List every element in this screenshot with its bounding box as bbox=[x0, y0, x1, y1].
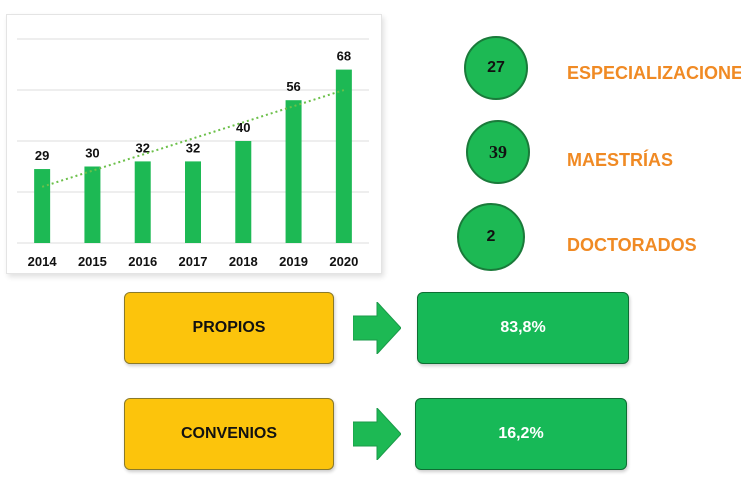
bar-2020 bbox=[335, 69, 352, 243]
bar-2015 bbox=[84, 166, 101, 243]
especializaciones-label: ESPECIALIZACIONE bbox=[567, 63, 741, 83]
especializaciones-count: 27 bbox=[487, 59, 505, 76]
data-label-2017: 32 bbox=[186, 140, 200, 155]
doctorados-count: 2 bbox=[486, 228, 496, 245]
data-label-2016: 32 bbox=[135, 140, 149, 155]
x-tick-2016: 2016 bbox=[128, 254, 157, 269]
data-label-2018: 40 bbox=[236, 120, 250, 135]
doctorados-label: DOCTORADOS bbox=[567, 235, 697, 255]
especializaciones-count-circle: 27 bbox=[464, 36, 528, 100]
convenios-value: 16,2% bbox=[498, 425, 544, 442]
x-tick-2015: 2015 bbox=[78, 254, 107, 269]
convenios-box: CONVENIOS bbox=[124, 398, 334, 470]
propios-arrow-icon bbox=[353, 302, 401, 354]
bar-2016 bbox=[134, 161, 151, 243]
bar-2018 bbox=[235, 141, 252, 243]
maestrias-label: MAESTRÍAS bbox=[567, 150, 674, 170]
maestrias-count: 39 bbox=[489, 141, 507, 162]
x-tick-2020: 2020 bbox=[329, 254, 358, 269]
chart-svg: 29 2014 30 2015 32 2016 32 2017 40 2018 56 2019 68 20… bbox=[17, 38, 369, 269]
convenios-value-box: 16,2% bbox=[415, 398, 627, 470]
convenios-arrow-icon bbox=[353, 408, 401, 460]
x-tick-2018: 2018 bbox=[229, 254, 258, 269]
propios-box: PROPIOS bbox=[124, 292, 334, 364]
data-label-2019: 56 bbox=[286, 79, 300, 94]
doctorados-count-circle: 2 bbox=[457, 203, 525, 271]
bar-chart: 29 2014 30 2015 32 2016 32 2017 40 2018 56 2019 68 20… bbox=[6, 14, 382, 274]
propios-value-box: 83,8% bbox=[417, 292, 629, 364]
maestrias-count-circle: 39 bbox=[466, 120, 530, 184]
bar-2014 bbox=[34, 169, 51, 243]
propios-label: PROPIOS bbox=[192, 319, 266, 336]
x-tick-2019: 2019 bbox=[279, 254, 308, 269]
data-label-2014: 29 bbox=[35, 148, 49, 163]
data-label-2020: 68 bbox=[337, 49, 351, 64]
bar-2017 bbox=[185, 161, 201, 243]
bar-2019 bbox=[285, 100, 302, 243]
x-tick-2014: 2014 bbox=[28, 254, 58, 269]
data-label-2015: 30 bbox=[85, 146, 99, 161]
propios-value: 83,8% bbox=[500, 319, 546, 336]
convenios-label: CONVENIOS bbox=[180, 425, 277, 442]
x-tick-2017: 2017 bbox=[179, 254, 208, 269]
